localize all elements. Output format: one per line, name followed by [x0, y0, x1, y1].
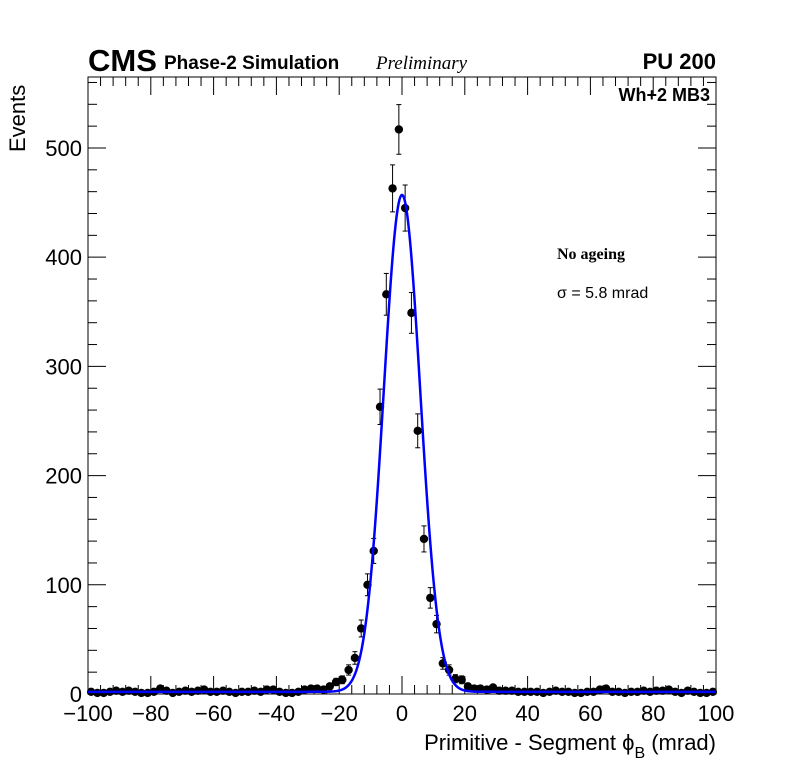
data-point: [338, 675, 347, 685]
y-axis-tick-labels: 0 100 200 300 400 500: [45, 136, 82, 707]
data-points: [86, 104, 718, 698]
x-tick-label: 0: [396, 701, 408, 726]
x-tick-label: −80: [132, 701, 169, 726]
data-point: [488, 683, 498, 692]
data-marker: [350, 653, 360, 663]
data-point: [457, 675, 466, 685]
data-point: [426, 587, 435, 609]
data-marker: [388, 184, 397, 193]
y-tick-label: 0: [70, 682, 82, 707]
data-marker: [394, 125, 404, 134]
data-marker: [407, 308, 416, 318]
x-tick-label: −20: [321, 701, 358, 726]
y-tick-label: 300: [45, 354, 82, 379]
simulation-label: Phase-2 Simulation: [164, 53, 339, 74]
data-point: [344, 664, 353, 676]
y-tick-label: 500: [45, 136, 82, 161]
x-axis-tick-labels: −100 −80 −60 −40 −20 0 20 40 60 80 100: [63, 701, 734, 726]
y-tick-label: 400: [45, 245, 82, 270]
sigma-label: σ = 5.8 mrad: [557, 285, 648, 302]
data-marker: [344, 665, 353, 675]
data-marker: [488, 683, 498, 692]
pileup-label: PU 200: [643, 49, 716, 74]
data-point: [419, 525, 429, 553]
data-point: [325, 682, 334, 691]
x-tick-label: −40: [258, 701, 295, 726]
x-tick-label: −60: [195, 701, 232, 726]
data-point: [388, 164, 397, 213]
cms-label: CMS: [88, 43, 157, 78]
data-point: [350, 651, 360, 665]
y-tick-label: 200: [45, 464, 82, 489]
plot-frame: [87, 76, 717, 695]
gaussian-fit-curve: [88, 193, 716, 694]
y-axis-title: Events: [5, 85, 30, 152]
preliminary-label: Preliminary: [375, 53, 468, 74]
data-marker: [426, 593, 435, 603]
x-axis-ticks: [87, 77, 717, 694]
data-marker: [457, 675, 466, 685]
region-label: Wh+2 MB3: [618, 85, 710, 105]
data-marker: [356, 624, 366, 633]
x-tick-label: 60: [578, 701, 602, 726]
x-tick-label: 40: [515, 701, 539, 726]
x-tick-label: 100: [698, 701, 735, 726]
data-marker: [419, 534, 429, 544]
data-point: [356, 619, 366, 638]
data-point: [413, 413, 422, 449]
y-axis-ticks: [88, 81, 716, 695]
data-point: [382, 272, 391, 316]
x-tick-label: 80: [641, 701, 665, 726]
data-point: [394, 104, 404, 155]
x-tick-label: −100: [63, 701, 113, 726]
sigma-value: = 5.8 mrad: [567, 285, 648, 302]
ageing-label: No ageing: [557, 246, 625, 263]
data-marker: [413, 426, 422, 436]
data-marker: [382, 290, 391, 299]
data-marker: [338, 675, 347, 685]
data-marker: [325, 682, 334, 691]
sigma-symbol: σ: [557, 285, 567, 302]
x-tick-label: 20: [453, 701, 477, 726]
x-axis-title: Primitive - Segment ϕB (mrad): [424, 730, 716, 762]
y-tick-label: 100: [45, 573, 82, 598]
